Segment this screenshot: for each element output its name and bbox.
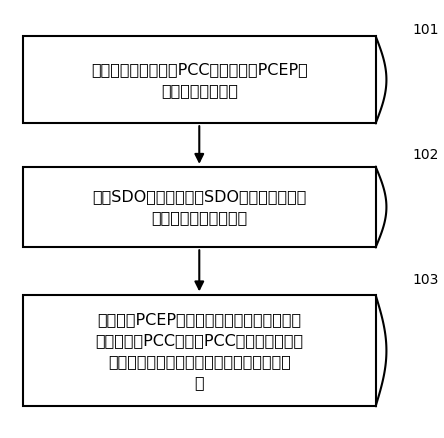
FancyBboxPatch shape: [23, 295, 376, 406]
Text: 通过基于PCEP协议的路径响应消息将请求的
路径传输至PCC，以供PCC根据适配的整形
方式对发送至请求路径上的业务数据进行调
制: 通过基于PCEP协议的路径响应消息将请求的 路径传输至PCC，以供PCC根据适配…: [95, 312, 303, 390]
Text: 101: 101: [412, 23, 439, 37]
FancyBboxPatch shape: [23, 36, 376, 123]
Text: 根据SDO对象中携带的SDO信息，获取与请
求路径适配的整形方式: 根据SDO对象中携带的SDO信息，获取与请 求路径适配的整形方式: [92, 189, 306, 225]
FancyBboxPatch shape: [23, 167, 376, 247]
Text: 102: 102: [412, 148, 439, 162]
Text: 接收算路请求客户端PCC发送的基于PCEP协
议的路径请求消息: 接收算路请求客户端PCC发送的基于PCEP协 议的路径请求消息: [91, 62, 308, 98]
Text: 103: 103: [412, 273, 439, 287]
